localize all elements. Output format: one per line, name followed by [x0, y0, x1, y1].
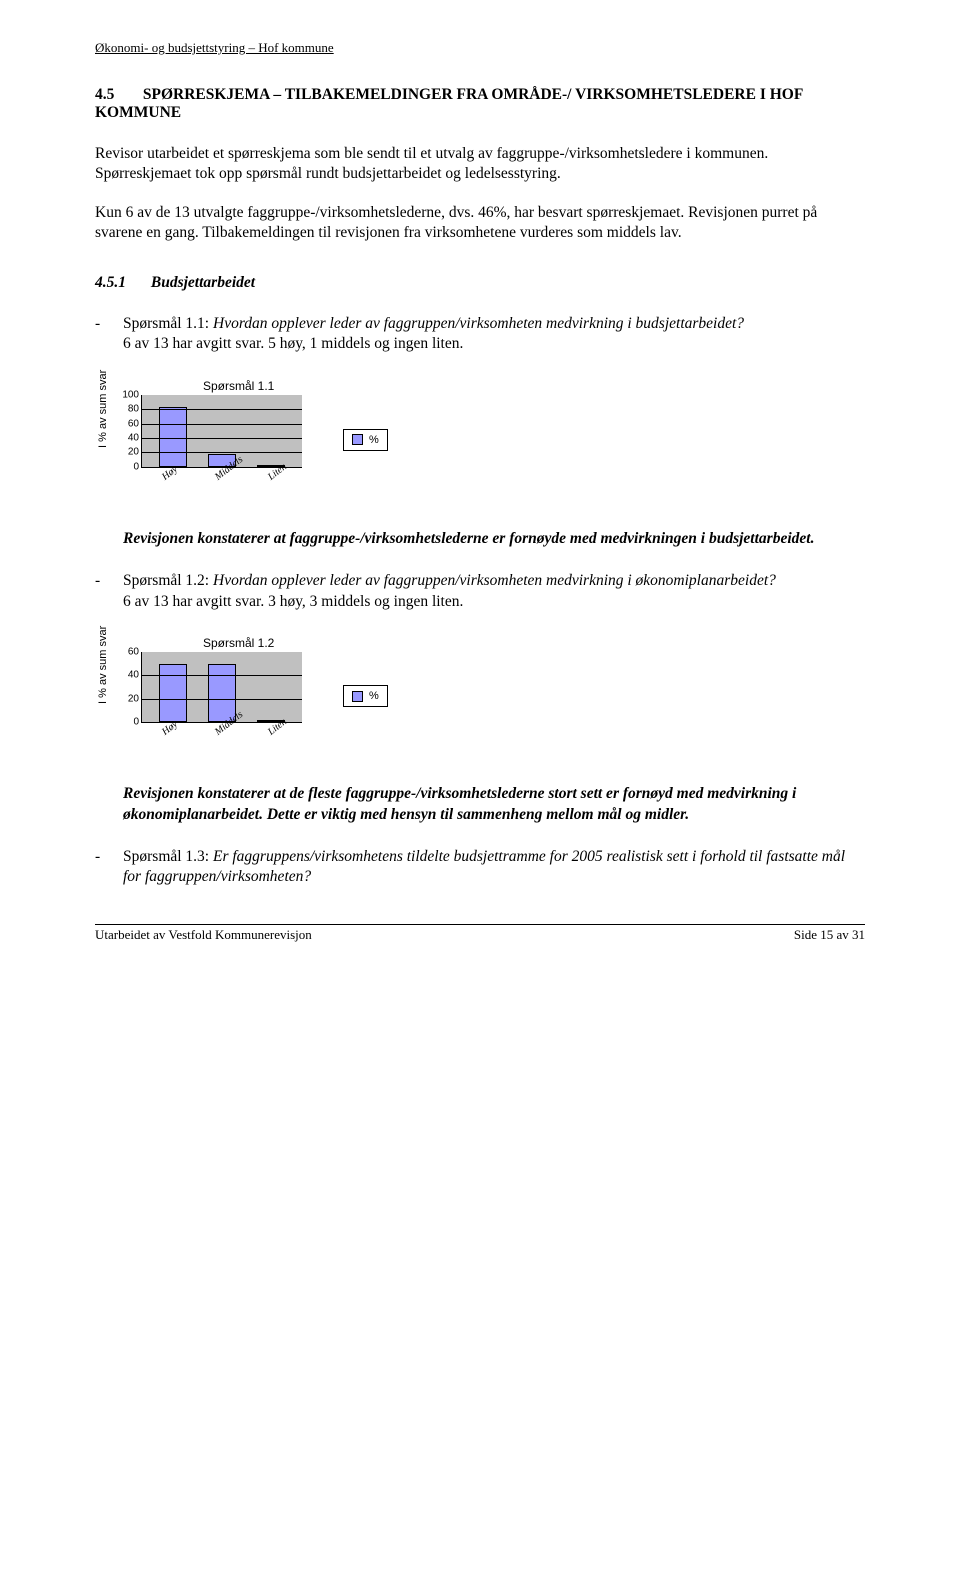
chart-2-legend-label: % — [369, 690, 379, 702]
ytick: 60 — [128, 647, 139, 658]
ytick: 60 — [128, 418, 139, 429]
subsection-title: 4.5.1 Budsjettarbeidet — [95, 274, 865, 292]
chart-1-1: Spørsmål 1.1 I % av sum svar 0 20 40 60 80 10… — [95, 379, 865, 485]
section-number: 4.5 — [95, 86, 139, 104]
q2-lead: Spørsmål 1.2: — [123, 572, 213, 589]
q3-lead: Spørsmål 1.3: — [123, 848, 213, 865]
chart-2-yticks: 0204060 — [113, 652, 139, 722]
chart-2-legend-swatch — [352, 691, 363, 702]
section-title-text: SPØRRESKJEMA – TILBAKEMELDINGER FRA OMRÅ… — [95, 86, 803, 121]
page-header: Økonomi- og budsjettstyring – Hof kommun… — [95, 40, 865, 56]
chart-1-legend-label: % — [369, 434, 379, 446]
q3-text: Er faggruppens/virksomhetens tildelte bu… — [123, 848, 845, 885]
q1-answer: 6 av 13 har avgitt svar. 5 høy, 1 middel… — [123, 335, 463, 352]
question-1-1: Spørsmål 1.1: Hvordan opplever leder av … — [123, 314, 865, 355]
q1-lead: Spørsmål 1.1: — [123, 315, 213, 332]
chart-1-legend: % — [343, 429, 388, 451]
chart-2-ylabel: I % av sum svar — [97, 688, 109, 704]
question-1-3: Spørsmål 1.3: Er faggruppens/virksomhete… — [123, 847, 865, 888]
footer-left: Utarbeidet av Vestfold Kommunerevisjon — [95, 927, 312, 943]
ytick: 20 — [128, 693, 139, 704]
chart-1-title: Spørsmål 1.1 — [203, 379, 865, 393]
chart-2-title: Spørsmål 1.2 — [203, 636, 865, 650]
section-title: 4.5 SPØRRESKJEMA – TILBAKEMELDINGER FRA … — [95, 86, 865, 122]
footer-right: Side 15 av 31 — [794, 927, 865, 943]
ytick: 20 — [128, 447, 139, 458]
spacer — [95, 784, 123, 825]
bullet: - — [95, 847, 123, 888]
spacer — [95, 529, 123, 549]
intro-paragraph-1: Revisor utarbeidet et spørreskjema som b… — [95, 144, 865, 185]
q2-answer: 6 av 13 har avgitt svar. 3 høy, 3 middel… — [123, 593, 463, 610]
intro-paragraph-2: Kun 6 av de 13 utvalgte faggruppe-/virks… — [95, 203, 865, 244]
q2-conclusion: Revisjonen konstaterer at de fleste fagg… — [123, 784, 865, 825]
q1-conclusion: Revisjonen konstaterer at faggruppe-/vir… — [123, 529, 865, 549]
ytick: 0 — [133, 461, 139, 472]
chart-2-plot-area — [141, 652, 302, 723]
subsection-title-text: Budsjettarbeidet — [151, 274, 255, 291]
bullet: - — [95, 314, 123, 355]
chart-1-yticks: 020406080100 — [113, 395, 139, 467]
chart-1-2: Spørsmål 1.2 I % av sum svar 0 20 40 60 Høy… — [95, 636, 865, 740]
bullet: - — [95, 571, 123, 612]
chart-2-legend: % — [343, 685, 388, 707]
subsection-number: 4.5.1 — [95, 274, 147, 292]
chart-1-xticks: HøyMiddelsLiten — [141, 474, 313, 485]
page-footer: Utarbeidet av Vestfold Kommunerevisjon S… — [95, 924, 865, 943]
chart-1-legend-swatch — [352, 434, 363, 445]
chart-1-ylabel: I % av sum svar — [97, 432, 109, 448]
q2-text: Hvordan opplever leder av faggruppen/vir… — [213, 572, 776, 589]
q1-text: Hvordan opplever leder av faggruppen/vir… — [213, 315, 744, 332]
chart-2-xticks: HøyMiddelsLiten — [141, 729, 313, 740]
ytick: 100 — [122, 389, 139, 400]
chart-1-plot-area — [141, 395, 302, 468]
ytick: 40 — [128, 670, 139, 681]
ytick: 80 — [128, 404, 139, 415]
ytick: 0 — [133, 717, 139, 728]
ytick: 40 — [128, 432, 139, 443]
question-1-2: Spørsmål 1.2: Hvordan opplever leder av … — [123, 571, 865, 612]
